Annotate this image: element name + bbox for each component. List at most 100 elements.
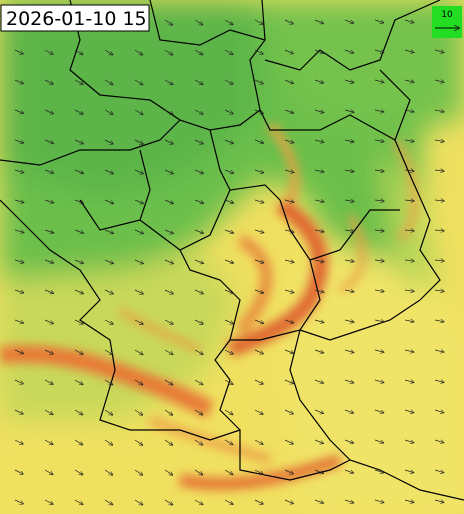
wind-arrow — [74, 349, 83, 354]
wind-arrow — [314, 469, 323, 473]
wind-arrow — [134, 409, 142, 415]
wind-arrow — [194, 229, 203, 233]
wind-arrow — [434, 80, 444, 82]
wind-arrow — [314, 19, 323, 23]
wind-arrow — [434, 500, 444, 502]
wind-arrow — [164, 439, 172, 445]
wind-arrow — [374, 19, 384, 23]
wind-arrow — [374, 170, 384, 171]
wind-arrow — [404, 200, 414, 201]
wind-arrow — [254, 200, 264, 203]
wind-arrow — [284, 109, 293, 113]
wind-arrow — [164, 259, 173, 264]
wind-arrow — [284, 260, 294, 262]
wind-arrow — [104, 169, 113, 174]
wind-arrow — [434, 200, 444, 201]
timestamp-box — [0, 4, 150, 32]
wind-arrow — [374, 230, 384, 231]
wind-arrow — [434, 380, 444, 382]
wind-arrow — [224, 319, 233, 324]
wind-arrow — [134, 79, 143, 85]
wind-arrow — [224, 49, 233, 54]
wind-arrow — [344, 499, 354, 503]
wind-arrow — [164, 19, 172, 25]
wind-arrow — [434, 470, 444, 473]
wind-arrow — [74, 259, 83, 263]
wind-arrow — [14, 289, 24, 293]
wind-arrow — [14, 260, 24, 263]
wind-arrow — [74, 379, 83, 385]
wind-arrow — [134, 199, 143, 204]
wind-arrow — [344, 409, 353, 413]
wind-arrow — [434, 410, 444, 413]
wind-arrow — [374, 380, 384, 383]
wind-arrow — [44, 409, 53, 414]
wind-arrow — [134, 289, 143, 294]
wind-arrow — [404, 440, 414, 443]
wind-arrow — [134, 499, 143, 505]
wind-arrow — [164, 289, 173, 294]
wind-arrow — [374, 409, 384, 413]
wind-arrow — [434, 110, 444, 112]
wind-arrow — [134, 49, 143, 55]
wind-arrow — [44, 379, 53, 384]
wind-arrow — [134, 379, 143, 385]
wind-arrow — [164, 349, 173, 354]
wind-arrow — [104, 469, 113, 475]
wind-arrow — [14, 230, 24, 232]
wind-arrow — [104, 49, 113, 55]
wind-arrow — [14, 349, 23, 354]
wind-arrow — [374, 469, 384, 473]
wind-arrow — [344, 469, 353, 473]
wind-arrow — [164, 109, 173, 114]
wind-arrow — [14, 469, 23, 474]
wind-arrow — [134, 439, 142, 445]
wind-arrow — [224, 259, 233, 263]
wind-arrow — [14, 49, 23, 54]
wind-arrow — [434, 140, 444, 141]
wind-arrow — [434, 290, 444, 291]
wind-arrow — [254, 439, 263, 444]
wind-arrow — [284, 290, 294, 293]
wind-arrow — [194, 409, 203, 415]
wind-arrow — [194, 499, 203, 505]
wind-arrow — [14, 170, 24, 173]
wind-arrow — [14, 319, 23, 323]
wind-arrow — [44, 469, 53, 474]
wind-arrow — [314, 140, 324, 142]
wind-arrow — [194, 439, 203, 445]
wind-arrow — [164, 379, 173, 385]
wind-arrow — [284, 499, 293, 504]
wind-arrow — [374, 80, 384, 82]
wind-arrow — [404, 380, 414, 382]
wind-arrow — [224, 169, 233, 173]
wind-arrow — [164, 49, 173, 55]
wind-arrow — [314, 409, 323, 413]
wind-arrow — [254, 289, 263, 293]
wind-arrow — [434, 230, 444, 231]
wind-arrow — [44, 439, 53, 444]
wind-arrow — [74, 469, 83, 475]
wind-arrow — [284, 469, 293, 474]
wind-arrow — [164, 409, 172, 415]
wind-arrow — [434, 170, 444, 171]
wind-arrow — [254, 349, 263, 354]
wind-arrow — [344, 19, 353, 23]
wind-arrow — [194, 259, 203, 263]
wind-arrow — [44, 499, 53, 504]
wind-arrow — [104, 319, 113, 324]
wind-arrow — [404, 80, 414, 82]
wind-arrow — [314, 260, 324, 262]
wind-arrow — [104, 439, 112, 445]
wind-arrow — [284, 140, 294, 143]
wind-arrow — [284, 200, 294, 202]
wind-arrow — [104, 229, 113, 233]
wind-arrow — [314, 439, 323, 443]
wind-arrow — [254, 230, 264, 233]
wind-arrow — [44, 229, 54, 233]
wind-arrow — [194, 319, 203, 324]
wind-arrow — [254, 49, 263, 54]
wind-arrow — [404, 140, 414, 141]
wind-arrow — [134, 169, 143, 174]
wind-arrow — [314, 110, 324, 113]
